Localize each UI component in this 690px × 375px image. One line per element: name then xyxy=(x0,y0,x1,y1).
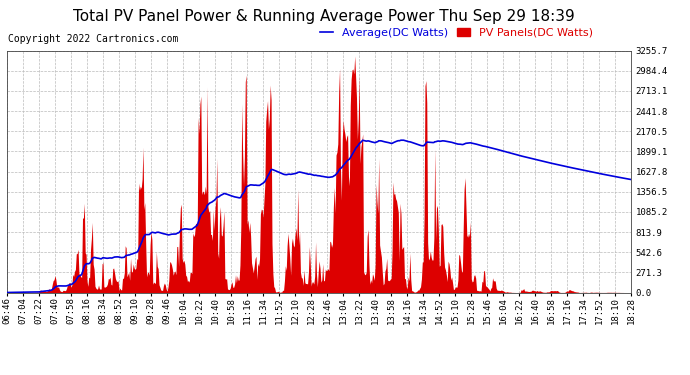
Text: Total PV Panel Power & Running Average Power Thu Sep 29 18:39: Total PV Panel Power & Running Average P… xyxy=(73,9,575,24)
Text: Copyright 2022 Cartronics.com: Copyright 2022 Cartronics.com xyxy=(8,34,179,44)
Legend: Average(DC Watts), PV Panels(DC Watts): Average(DC Watts), PV Panels(DC Watts) xyxy=(315,24,598,42)
